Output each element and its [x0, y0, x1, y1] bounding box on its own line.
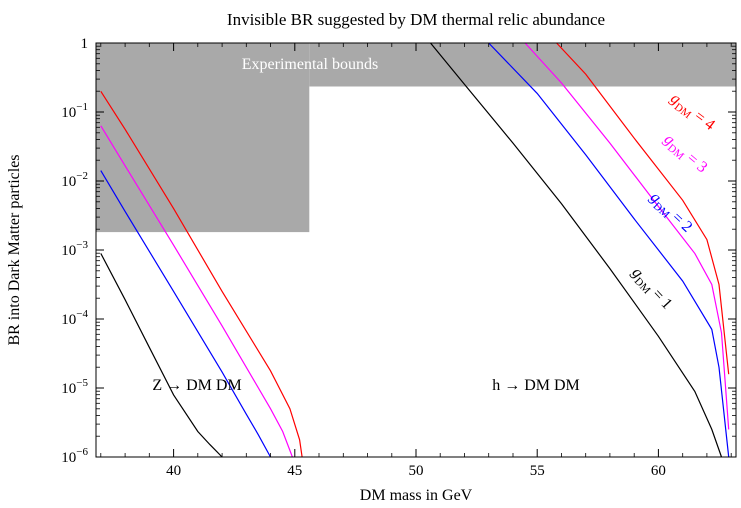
x-tick-label: 55: [530, 463, 545, 479]
excluded-region-label: Experimental bounds: [242, 56, 378, 73]
chart-title: Invisible BR suggested by DM thermal rel…: [227, 10, 605, 29]
y-tick-label: 10−3: [61, 239, 88, 259]
annotation-z: Z → DM DM: [152, 377, 241, 394]
series-line-g4-h: [556, 42, 730, 375]
series-line-g2-h: [488, 42, 730, 458]
excluded-region-block: [96, 43, 310, 233]
annotation-h: h → DM DM: [492, 377, 580, 394]
series-layer: [100, 42, 730, 458]
y-tick-label: 10−1: [61, 101, 88, 121]
excluded-region-block: [309, 43, 736, 87]
series-line-g4-z: [100, 90, 303, 458]
x-axis-label: DM mass in GeV: [360, 487, 473, 504]
series-line-g1-z: [100, 253, 223, 458]
y-axis-label: BR into Dark Matter particles: [6, 154, 23, 345]
series-line-g3-z: [100, 125, 293, 458]
axis-tick-labels: 40 45 50 55 60 10−6 10−5 10−4 10−3 10−2 10−1 1: [61, 36, 666, 479]
x-tick-label: 40: [166, 463, 181, 479]
y-tick-label: 10−2: [61, 170, 88, 190]
y-tick-label: 10−6: [61, 446, 88, 466]
y-tick-label: 1: [81, 36, 89, 52]
x-tick-label: 60: [651, 463, 666, 479]
y-tick-label: 10−4: [61, 308, 88, 328]
x-tick-label: 50: [409, 463, 424, 479]
series-line-g2-z: [100, 170, 272, 458]
excluded-region: [96, 43, 736, 233]
series-line-g3-h: [524, 42, 730, 430]
x-tick-label: 45: [287, 463, 302, 479]
series-line-g1-h: [430, 42, 723, 458]
axis-ticks: [96, 42, 736, 458]
y-tick-label: 10−5: [61, 377, 88, 397]
